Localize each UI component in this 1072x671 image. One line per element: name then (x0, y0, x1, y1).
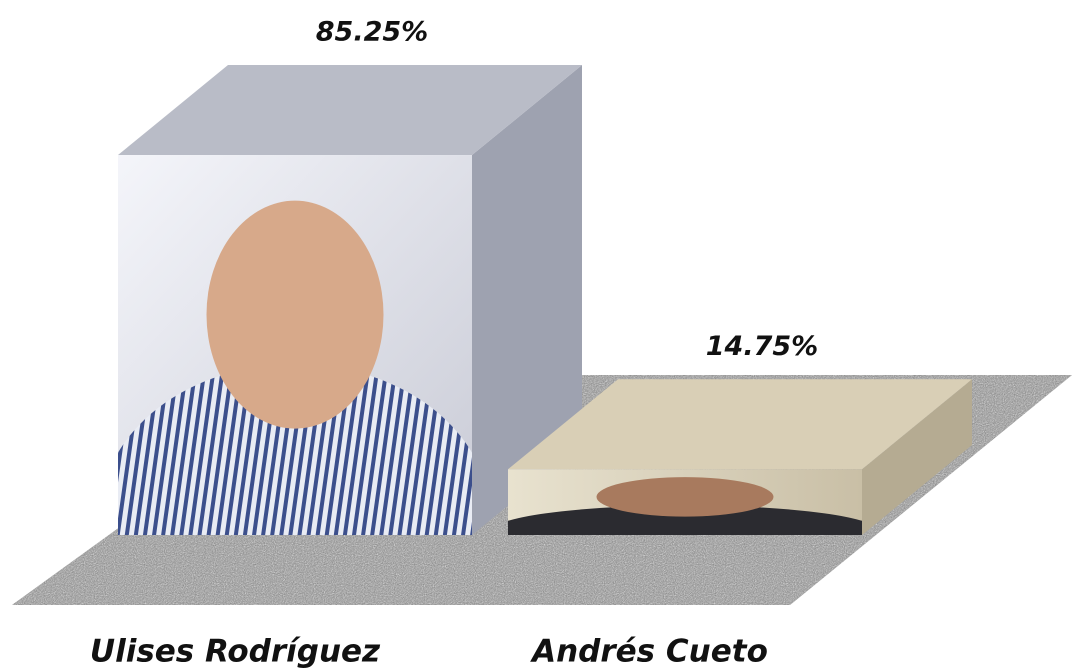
x-tick-label: Andrés Cueto (529, 634, 768, 670)
value-label: 14.75% (706, 331, 818, 362)
photo-head (597, 477, 774, 516)
chart: 85.25% Ulises Rodríguez 14.75% Andrés Cueto (0, 0, 1072, 671)
value-label: 85.25% (316, 17, 428, 48)
photo-head (207, 201, 384, 429)
x-tick-label: Ulises Rodríguez (90, 634, 381, 670)
